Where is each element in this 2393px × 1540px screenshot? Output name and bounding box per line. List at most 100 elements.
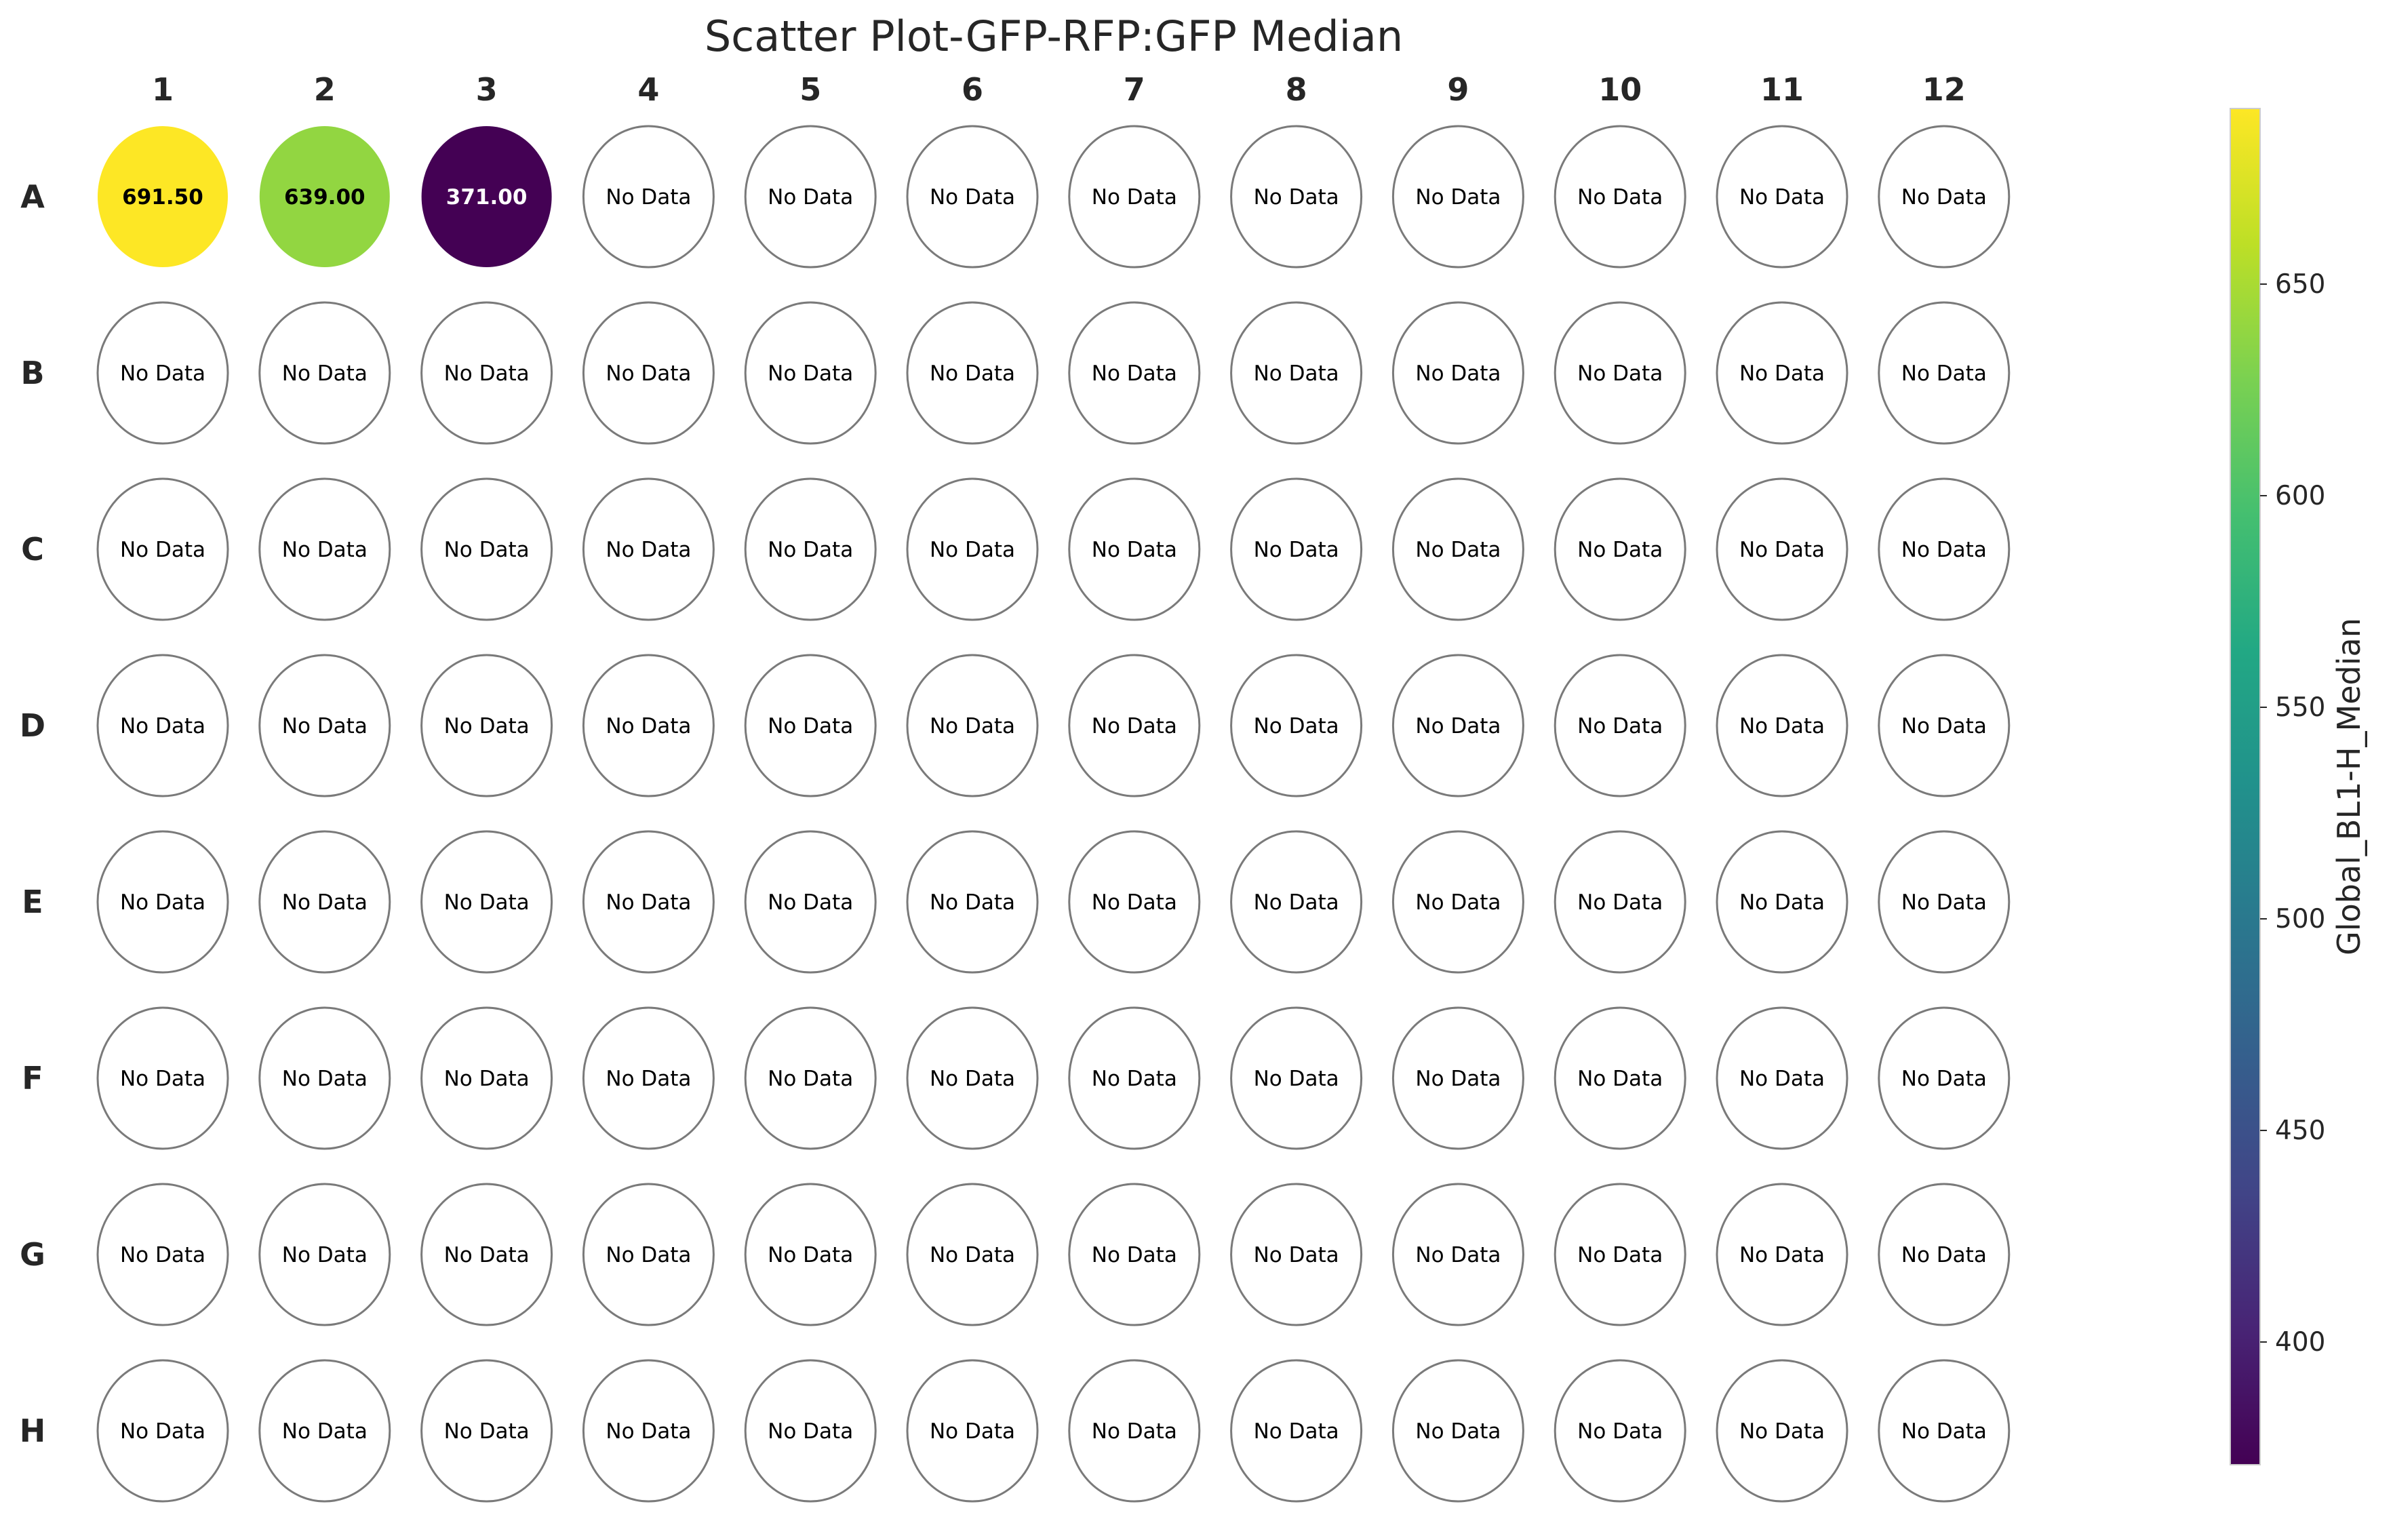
well-no-data-label: No Data [1577,538,1663,562]
well-no-data-label: No Data [1092,1067,1177,1091]
well-marker [744,125,877,269]
well-marker [744,477,877,621]
well-D11: No Data [1716,654,1848,797]
well-no-data-label: No Data [1092,890,1177,915]
well-marker [421,126,552,267]
well-no-data-label: No Data [1901,185,1987,210]
well-marker [1391,1183,1524,1326]
well-marker [906,125,1039,269]
well-no-data-label: No Data [930,1419,1015,1444]
well-marker [1391,301,1524,445]
well-no-data-label: No Data [1739,361,1825,386]
well-E7: No Data [1068,830,1201,974]
well-C9: No Data [1391,477,1524,621]
well-E1: No Data [96,830,229,974]
well-value-label: 691.50 [122,185,203,210]
well-H6: No Data [906,1359,1039,1503]
well-marker [96,301,229,445]
well-no-data-label: No Data [768,714,853,738]
well-no-data-label: No Data [768,185,853,210]
well-marker [906,1359,1039,1503]
well-no-data-label: No Data [1577,890,1663,915]
well-A2: 639.00 [259,126,390,267]
well-no-data-label: No Data [1739,1067,1825,1091]
row-label-A: A [20,178,45,215]
well-marker [1716,1183,1848,1326]
colorbar: 400 450 500 550 600 650 Global_BL1-H_Median [2230,108,2367,1465]
well-E3: No Data [420,830,553,974]
well-no-data-label: No Data [282,361,368,386]
well-marker [1391,654,1524,797]
well-E11: No Data [1716,830,1848,974]
well-marker [582,1359,715,1503]
well-marker [744,1183,877,1326]
well-no-data-label: No Data [606,185,691,210]
well-F12: No Data [1878,1006,2011,1150]
column-labels: 1 2 3 4 5 6 7 8 9 10 11 12 [152,71,1966,108]
well-no-data-label: No Data [1092,1243,1177,1267]
well-no-data-label: No Data [282,1243,368,1267]
well-G2: No Data [258,1183,391,1326]
well-marker [906,830,1039,974]
column-label-8: 8 [1286,71,1307,108]
well-H3: No Data [420,1359,553,1503]
well-no-data-label: No Data [1415,185,1501,210]
well-no-data-label: No Data [444,1067,530,1091]
well-H11: No Data [1716,1359,1848,1503]
well-no-data-label: No Data [1577,1243,1663,1267]
well-marker [582,301,715,445]
well-no-data-label: No Data [930,714,1015,738]
well-C6: No Data [906,477,1039,621]
well-F4: No Data [582,1006,715,1150]
well-no-data-label: No Data [444,714,530,738]
well-A11: No Data [1716,125,1848,269]
well-D3: No Data [420,654,553,797]
well-E4: No Data [582,830,715,974]
well-no-data-label: No Data [768,538,853,562]
well-no-data-label: No Data [120,361,205,386]
well-marker [1230,1183,1363,1326]
well-no-data-label: No Data [1254,1243,1339,1267]
well-D7: No Data [1068,654,1201,797]
well-G7: No Data [1068,1183,1201,1326]
well-E5: No Data [744,830,877,974]
well-no-data-label: No Data [930,185,1015,210]
well-no-data-label: No Data [1901,1067,1987,1091]
well-B4: No Data [582,301,715,445]
colorbar-gradient [2230,108,2261,1465]
well-marker [1068,1006,1201,1150]
well-marker [258,830,391,974]
well-F5: No Data [744,1006,877,1150]
well-no-data-label: No Data [1901,1419,1987,1444]
well-E2: No Data [258,830,391,974]
well-marker [96,477,229,621]
well-no-data-label: No Data [444,890,530,915]
well-marker [1878,477,2011,621]
well-A12: No Data [1878,125,2011,269]
well-marker [1878,830,2011,974]
well-marker [1716,125,1848,269]
well-no-data-label: No Data [606,1243,691,1267]
well-no-data-label: No Data [1092,714,1177,738]
well-marker [582,1006,715,1150]
well-no-data-label: No Data [1577,1419,1663,1444]
well-no-data-label: No Data [120,1243,205,1267]
well-marker [258,1006,391,1150]
column-label-6: 6 [962,71,983,108]
well-no-data-label: No Data [930,538,1015,562]
well-no-data-label: No Data [1901,1243,1987,1267]
well-marker [1878,654,2011,797]
well-E6: No Data [906,830,1039,974]
well-marker [1716,301,1848,445]
well-marker [1391,830,1524,974]
well-no-data-label: No Data [282,1067,368,1091]
well-G12: No Data [1878,1183,2011,1326]
well-marker [96,830,229,974]
well-C10: No Data [1554,477,1686,621]
well-no-data-label: No Data [1739,185,1825,210]
row-label-E: E [22,884,43,920]
well-marker [1716,1006,1848,1150]
well-B10: No Data [1554,301,1686,445]
well-G11: No Data [1716,1183,1848,1326]
well-F1: No Data [96,1006,229,1150]
